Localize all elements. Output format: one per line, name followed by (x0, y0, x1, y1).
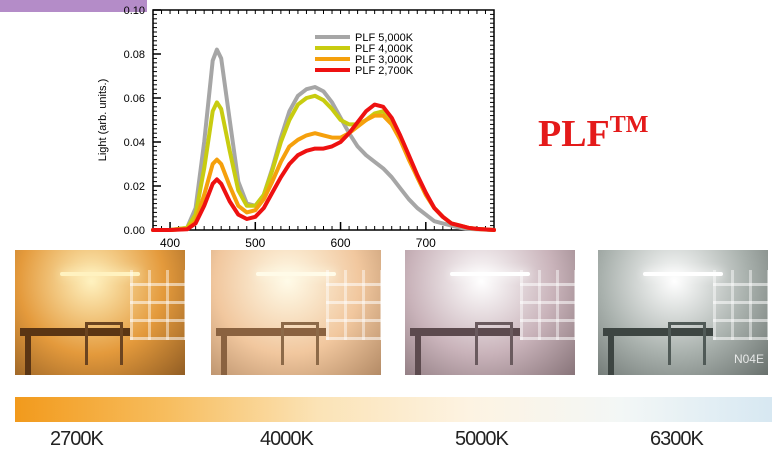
desk-leg (415, 336, 421, 375)
y-axis-title: Light (arb. units.) (97, 79, 109, 162)
photo-watermark: N04E (733, 352, 764, 366)
brand-logo: PLFTM (538, 112, 648, 156)
color-temperature-label: 2700K (50, 428, 104, 450)
spectrum-chart-svg: 400 500 600 700 0.00 0.02 0.04 0.06 0.08 0.10 Ligh… (97, 5, 496, 281)
legend-label: PLF 2,700K (355, 65, 414, 77)
color-temperature-label: 6300K (650, 428, 704, 450)
room-photo: N04E (598, 250, 768, 375)
series-line (151, 102, 496, 232)
desk (216, 328, 326, 336)
desk-leg (608, 336, 614, 375)
desk (20, 328, 130, 336)
ceiling-lamp (60, 272, 140, 276)
y-tick-label: 0.10 (124, 5, 145, 17)
y-tick-label: 0.00 (124, 225, 145, 237)
ceiling-lamp (256, 272, 336, 276)
color-temperature-bar (15, 397, 772, 422)
desk-leg (221, 336, 227, 375)
room-photo (405, 250, 575, 375)
chair (475, 322, 513, 365)
x-tick-label: 400 (160, 236, 180, 250)
chair (668, 322, 706, 365)
desk (410, 328, 520, 336)
x-tick-label: 600 (331, 236, 351, 250)
y-tick-label: 0.08 (124, 49, 145, 61)
y-tick-label: 0.06 (124, 93, 145, 105)
bookshelf (520, 270, 575, 340)
ceiling-lamp (450, 272, 530, 276)
y-tick-label: 0.04 (124, 137, 145, 149)
brand-trademark: TM (609, 112, 649, 138)
x-tick-label: 500 (245, 236, 265, 250)
series-line (151, 47, 496, 232)
corner-tab (0, 0, 147, 12)
room-photo (211, 250, 381, 375)
y-tick-label: 0.02 (124, 181, 145, 193)
legend-label: PLF 5,000K (355, 32, 414, 44)
chair (281, 322, 319, 365)
bookshelf (326, 270, 381, 340)
bookshelf (130, 270, 185, 340)
color-temperature-label: 5000K (455, 428, 509, 450)
bookshelf (713, 270, 768, 340)
legend-label: PLF 3,000K (355, 54, 414, 66)
desk (603, 328, 713, 336)
legend-label: PLF 4,000K (355, 43, 414, 55)
brand-text: PLF (538, 113, 610, 155)
room-photo (15, 250, 185, 375)
spectrum-chart: 400 500 600 700 0.00 0.02 0.04 0.06 0.08 0.10 Ligh… (90, 0, 510, 290)
desk-leg (25, 336, 31, 375)
ceiling-lamp (643, 272, 723, 276)
x-tick-label: 700 (416, 236, 436, 250)
chair (85, 322, 123, 365)
color-temperature-label: 4000K (260, 428, 314, 450)
